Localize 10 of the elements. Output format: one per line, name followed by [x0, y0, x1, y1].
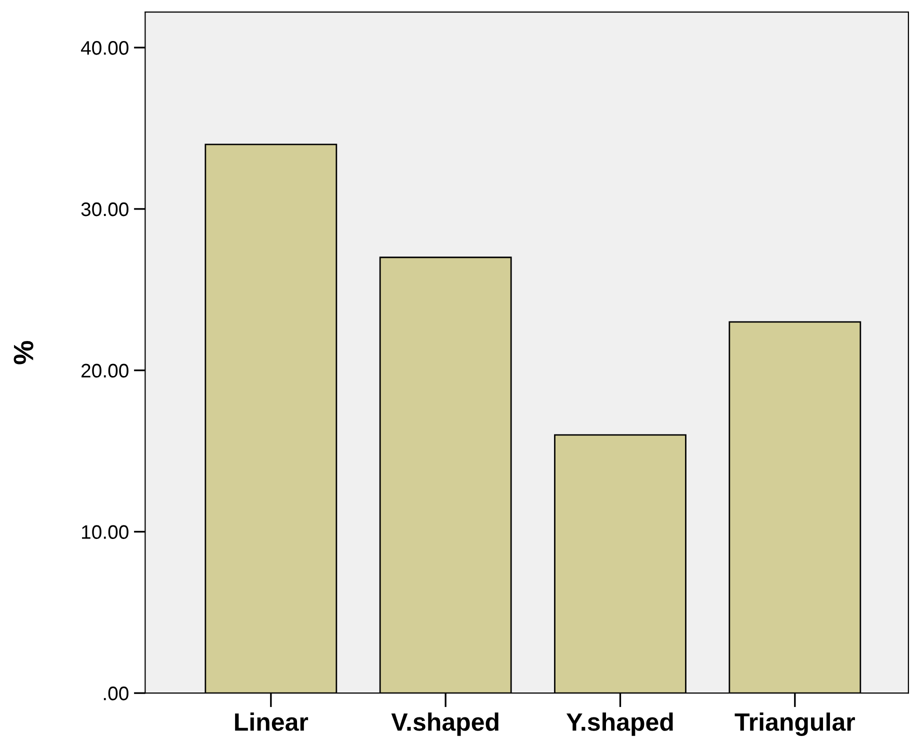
y-tick-label: 20.00 — [82, 364, 128, 378]
y-tick-label: 30.00 — [81, 202, 128, 216]
y-axis-title: % — [14, 340, 34, 364]
y-tick-label: .00 — [104, 686, 128, 700]
x-tick-label: Y.shaped — [566, 712, 673, 736]
y-tick-label: 10.00 — [82, 525, 128, 539]
x-tick-label: Linear — [235, 712, 308, 731]
x-tick-label: Triangular — [734, 712, 855, 736]
y-tick-label: 40.00 — [80, 41, 128, 55]
x-tick-label: V.shaped — [391, 712, 498, 736]
